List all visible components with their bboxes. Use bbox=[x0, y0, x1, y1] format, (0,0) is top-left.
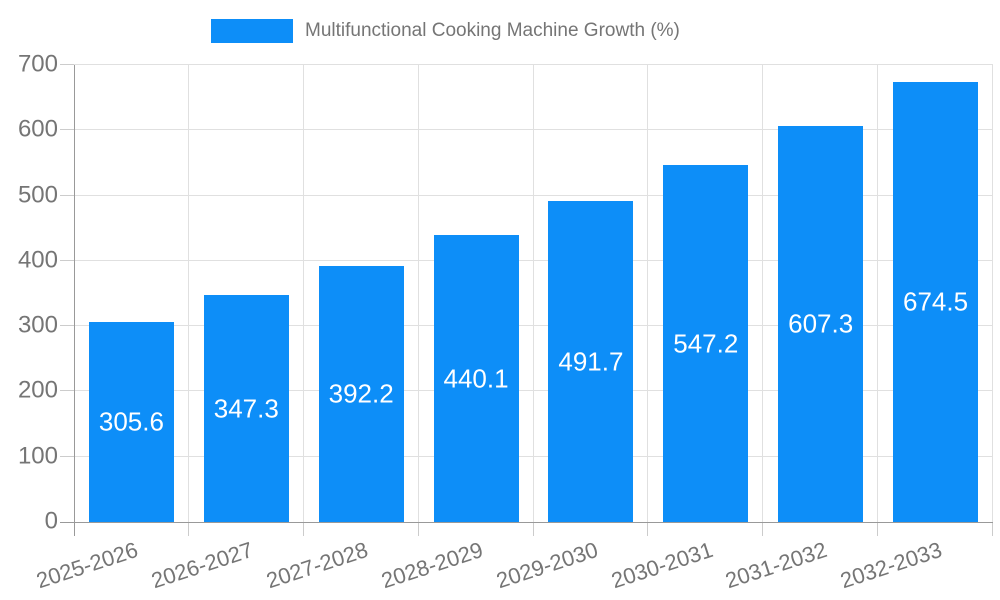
bar: 674.5 bbox=[893, 82, 979, 522]
v-gridline bbox=[533, 65, 534, 522]
y-axis-label: 200 bbox=[17, 376, 58, 404]
x-axis-tick bbox=[418, 522, 419, 536]
bar-value-label: 305.6 bbox=[98, 406, 164, 437]
y-axis-label: 400 bbox=[17, 246, 58, 274]
y-axis-label: 700 bbox=[17, 50, 58, 78]
x-axis-label: 2027-2028 bbox=[263, 537, 371, 594]
y-axis-tick bbox=[60, 129, 74, 131]
bar: 347.3 bbox=[203, 295, 289, 522]
x-axis-label: 2032-2033 bbox=[837, 537, 946, 594]
bar-value-label: 491.7 bbox=[558, 346, 624, 376]
legend-label: Multifunctional Cooking Machine Growth (… bbox=[305, 20, 680, 41]
y-axis-label: 300 bbox=[17, 311, 58, 339]
y-axis-label: 500 bbox=[17, 181, 58, 209]
legend-item[interactable]: Multifunctional Cooking Machine Growth (… bbox=[211, 19, 680, 43]
x-axis-label: 2025-2026 bbox=[33, 537, 142, 594]
x-axis-label: 2031-2032 bbox=[722, 537, 831, 594]
y-axis-tick bbox=[60, 64, 74, 65]
v-gridline bbox=[762, 65, 763, 522]
x-axis-tick bbox=[188, 522, 189, 536]
y-axis-tick bbox=[60, 194, 74, 196]
x-axis-label: 2030-2031 bbox=[607, 537, 716, 594]
v-gridline bbox=[992, 65, 993, 522]
x-axis-tick bbox=[303, 522, 304, 536]
y-axis-label: 0 bbox=[44, 507, 58, 535]
x-axis-tick bbox=[992, 522, 993, 536]
y-axis-line bbox=[74, 65, 75, 536]
bar: 547.2 bbox=[663, 165, 749, 522]
y-axis-tick bbox=[60, 325, 74, 327]
plot-area: 305.6 347.3 392.2 440.1 491.7 547.2 607.3 674.5 bbox=[74, 64, 993, 522]
v-gridline bbox=[188, 65, 189, 522]
x-axis-label: 2028-2029 bbox=[377, 537, 486, 594]
legend-swatch bbox=[211, 19, 293, 43]
v-gridline bbox=[877, 65, 878, 522]
bar-value-label: 607.3 bbox=[788, 308, 854, 339]
x-axis-label: 2026-2027 bbox=[148, 537, 257, 594]
x-axis-tick bbox=[647, 522, 648, 536]
y-axis-label: 100 bbox=[17, 442, 58, 470]
bar: 491.7 bbox=[548, 201, 634, 522]
bar-value-label: 347.3 bbox=[213, 393, 279, 423]
x-axis-tick bbox=[762, 522, 763, 536]
v-gridline bbox=[303, 65, 304, 522]
bar: 440.1 bbox=[433, 235, 519, 522]
bar: 305.6 bbox=[88, 322, 174, 522]
bar: 607.3 bbox=[778, 126, 864, 522]
x-axis-tick bbox=[533, 522, 534, 536]
h-gridline bbox=[74, 64, 993, 66]
bar-value-label: 547.2 bbox=[673, 328, 739, 358]
v-gridline bbox=[647, 65, 648, 522]
bar-value-label: 392.2 bbox=[328, 378, 394, 409]
bar: 392.2 bbox=[318, 266, 404, 522]
y-axis-tick bbox=[60, 259, 74, 261]
bar-value-label: 674.5 bbox=[903, 286, 969, 317]
y-axis-tick bbox=[60, 390, 74, 392]
x-axis-line bbox=[60, 522, 993, 523]
v-gridline bbox=[418, 65, 419, 522]
x-axis-tick bbox=[877, 522, 878, 536]
x-axis-label: 2029-2030 bbox=[492, 537, 601, 594]
bar-value-label: 440.1 bbox=[443, 363, 509, 393]
y-axis-label: 600 bbox=[17, 115, 58, 143]
y-axis-tick bbox=[60, 455, 74, 457]
